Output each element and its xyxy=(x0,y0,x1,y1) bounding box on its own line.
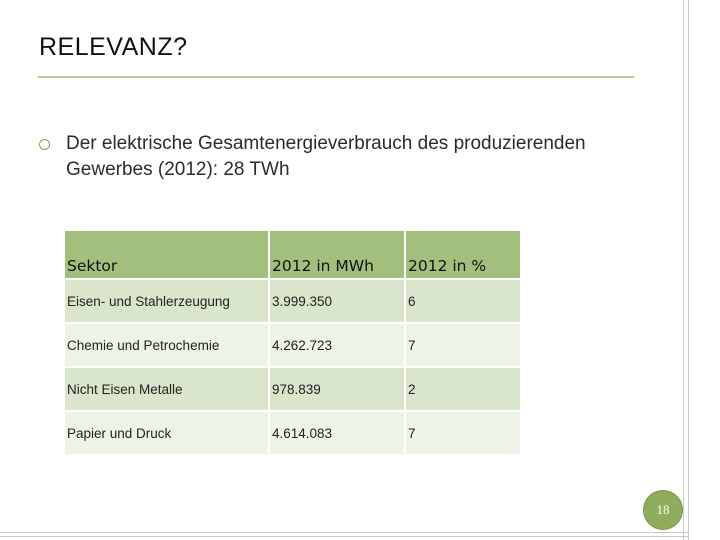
cell-sektor: Eisen- und Stahlerzeugung xyxy=(65,279,270,324)
cell-sektor: Nicht Eisen Metalle xyxy=(65,367,270,412)
bullet-text: Der elektrische Gesamtenergieverbrauch d… xyxy=(66,133,586,180)
cell-sektor: Chemie und Petrochemie xyxy=(65,323,270,368)
cell-percent: 7 xyxy=(405,323,520,368)
header-mwh: 2012 in MWh xyxy=(269,231,406,280)
cell-percent: 6 xyxy=(405,279,520,324)
page-number-badge: 18 xyxy=(643,490,683,530)
header-sektor: Sektor xyxy=(65,231,270,280)
bullet-circle-icon xyxy=(39,139,50,150)
table-header-row: Sektor 2012 in MWh 2012 in % xyxy=(65,231,520,280)
cell-percent: 2 xyxy=(405,367,520,412)
cell-sektor: Papier und Druck xyxy=(65,411,270,456)
cell-mwh: 978.839 xyxy=(269,367,406,412)
slide-frame-vertical xyxy=(683,0,689,540)
table-row: Nicht Eisen Metalle 978.839 2 xyxy=(65,367,520,412)
table-row: Eisen- und Stahlerzeugung 3.999.350 6 xyxy=(65,279,520,324)
energy-table: Sektor 2012 in MWh 2012 in % Eisen- und … xyxy=(65,231,520,456)
title-underline xyxy=(38,76,634,78)
cell-mwh: 4.262.723 xyxy=(269,323,406,368)
table-row: Chemie und Petrochemie 4.262.723 7 xyxy=(65,323,520,368)
slide-title: RELEVANZ? xyxy=(39,33,188,61)
cell-mwh: 4.614.083 xyxy=(269,411,406,456)
header-percent: 2012 in % xyxy=(405,231,520,280)
table-row: Papier und Druck 4.614.083 7 xyxy=(65,411,520,456)
cell-mwh: 3.999.350 xyxy=(269,279,406,324)
cell-percent: 7 xyxy=(405,411,520,456)
slide-frame-horizontal xyxy=(0,532,689,537)
